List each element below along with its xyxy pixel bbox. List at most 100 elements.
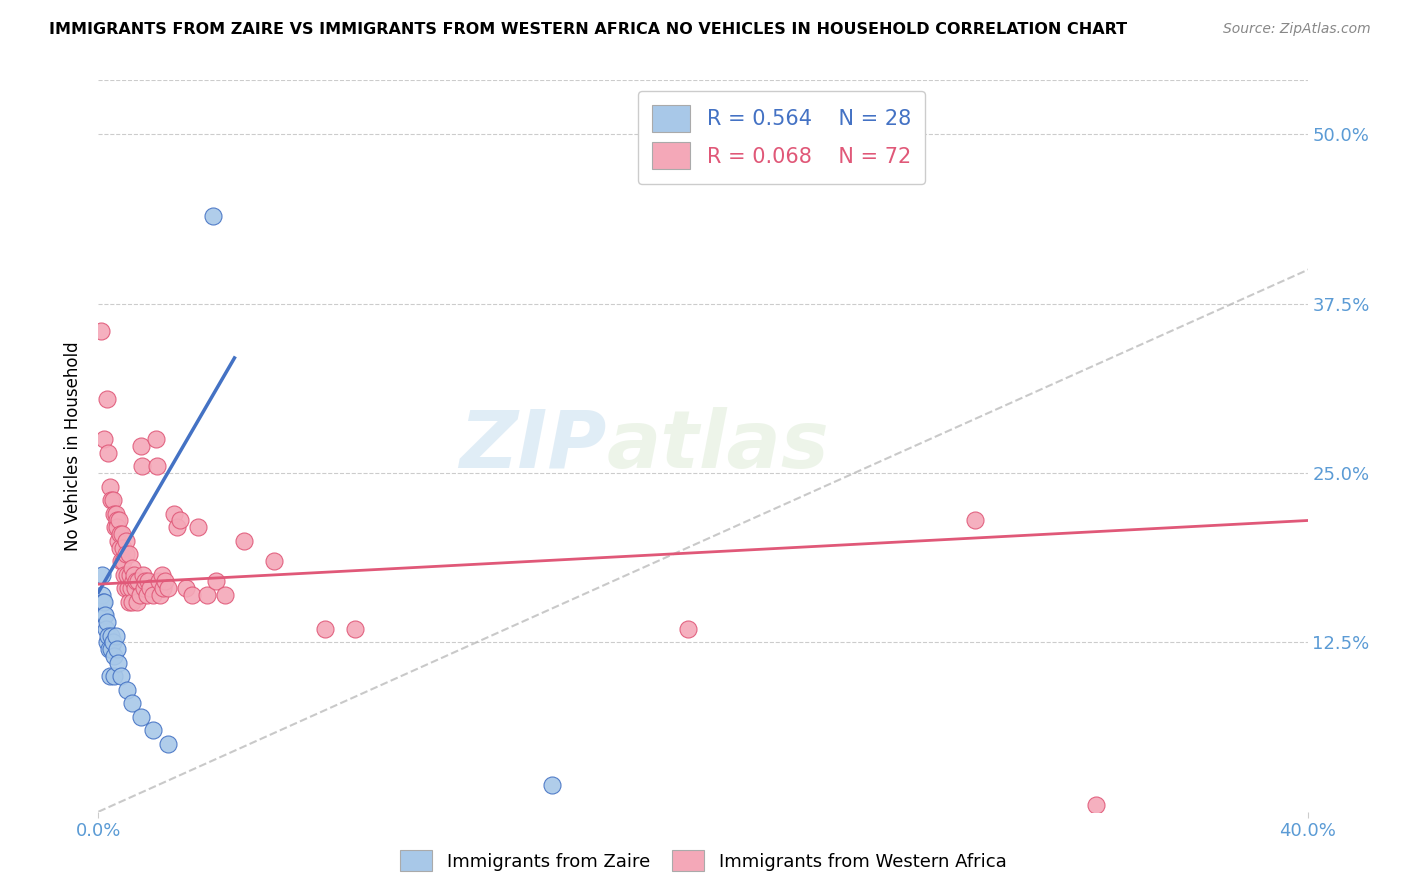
- Point: [1085, 797, 1108, 812]
- Point: [181, 588, 204, 602]
- Point: [104, 629, 127, 643]
- Point: [111, 541, 134, 555]
- Point: [121, 595, 143, 609]
- Point: [156, 581, 179, 595]
- Point: [344, 622, 367, 636]
- Point: [174, 581, 197, 595]
- Point: [540, 778, 562, 792]
- Point: [122, 574, 145, 589]
- Point: [108, 527, 131, 541]
- Point: [100, 493, 122, 508]
- Text: IMMIGRANTS FROM ZAIRE VS IMMIGRANTS FROM WESTERN AFRICA NO VEHICLES IN HOUSEHOLD: IMMIGRANTS FROM ZAIRE VS IMMIGRANTS FROM…: [49, 22, 1128, 37]
- Point: [98, 669, 121, 683]
- Legend: Immigrants from Zaire, Immigrants from Western Africa: Immigrants from Zaire, Immigrants from W…: [392, 843, 1014, 879]
- Point: [169, 514, 191, 528]
- Point: [103, 669, 125, 683]
- Point: [93, 608, 115, 623]
- Point: [142, 588, 165, 602]
- Point: [121, 697, 143, 711]
- Point: [96, 615, 118, 629]
- Point: [156, 737, 179, 751]
- Point: [132, 567, 155, 582]
- Point: [115, 547, 138, 561]
- Point: [263, 554, 285, 568]
- Point: [112, 554, 135, 568]
- Point: [91, 588, 114, 602]
- Point: [94, 608, 117, 623]
- Point: [132, 581, 155, 595]
- Point: [105, 642, 128, 657]
- Point: [104, 507, 127, 521]
- Point: [135, 588, 157, 602]
- Point: [121, 561, 143, 575]
- Point: [110, 669, 132, 683]
- Point: [118, 547, 141, 561]
- Point: [127, 595, 149, 609]
- Point: [108, 514, 131, 528]
- Point: [91, 567, 114, 582]
- Point: [93, 432, 115, 446]
- Point: [166, 520, 188, 534]
- Point: [115, 567, 138, 582]
- Point: [96, 392, 118, 406]
- Point: [150, 567, 173, 582]
- Point: [120, 567, 142, 582]
- Point: [142, 723, 165, 738]
- Point: [148, 574, 170, 589]
- Point: [101, 635, 124, 649]
- Text: atlas: atlas: [606, 407, 830, 485]
- Text: ZIP: ZIP: [458, 407, 606, 485]
- Point: [98, 480, 121, 494]
- Point: [139, 581, 162, 595]
- Point: [136, 574, 159, 589]
- Y-axis label: No Vehicles in Household: No Vehicles in Household: [65, 341, 83, 551]
- Point: [105, 520, 128, 534]
- Point: [101, 493, 124, 508]
- Point: [120, 581, 142, 595]
- Point: [105, 514, 128, 528]
- Point: [114, 581, 136, 595]
- Point: [91, 595, 114, 609]
- Point: [117, 581, 139, 595]
- Point: [122, 567, 145, 582]
- Text: Source: ZipAtlas.com: Source: ZipAtlas.com: [1223, 22, 1371, 37]
- Point: [131, 439, 153, 453]
- Point: [115, 682, 138, 697]
- Point: [146, 459, 169, 474]
- Point: [107, 656, 129, 670]
- Point: [108, 541, 131, 555]
- Point: [104, 520, 127, 534]
- Point: [676, 622, 699, 636]
- Point: [97, 629, 120, 643]
- Point: [965, 514, 987, 528]
- Point: [129, 588, 152, 602]
- Point: [202, 209, 225, 223]
- Point: [205, 574, 228, 589]
- Point: [111, 527, 134, 541]
- Point: [118, 595, 141, 609]
- Point: [103, 648, 125, 663]
- Point: [100, 629, 122, 643]
- Point: [100, 642, 122, 657]
- Point: [232, 533, 254, 548]
- Point: [124, 581, 146, 595]
- Point: [107, 533, 129, 548]
- Point: [163, 507, 186, 521]
- Point: [145, 432, 167, 446]
- Point: [127, 574, 149, 589]
- Legend: R = 0.564    N = 28, R = 0.068    N = 72: R = 0.564 N = 28, R = 0.068 N = 72: [638, 91, 925, 184]
- Point: [187, 520, 209, 534]
- Point: [125, 574, 148, 589]
- Point: [314, 622, 336, 636]
- Point: [93, 595, 115, 609]
- Point: [94, 622, 117, 636]
- Point: [134, 574, 156, 589]
- Point: [90, 324, 112, 338]
- Point: [103, 507, 125, 521]
- Point: [112, 567, 135, 582]
- Point: [149, 588, 172, 602]
- Point: [98, 642, 121, 657]
- Point: [129, 710, 152, 724]
- Point: [96, 635, 118, 649]
- Point: [153, 574, 176, 589]
